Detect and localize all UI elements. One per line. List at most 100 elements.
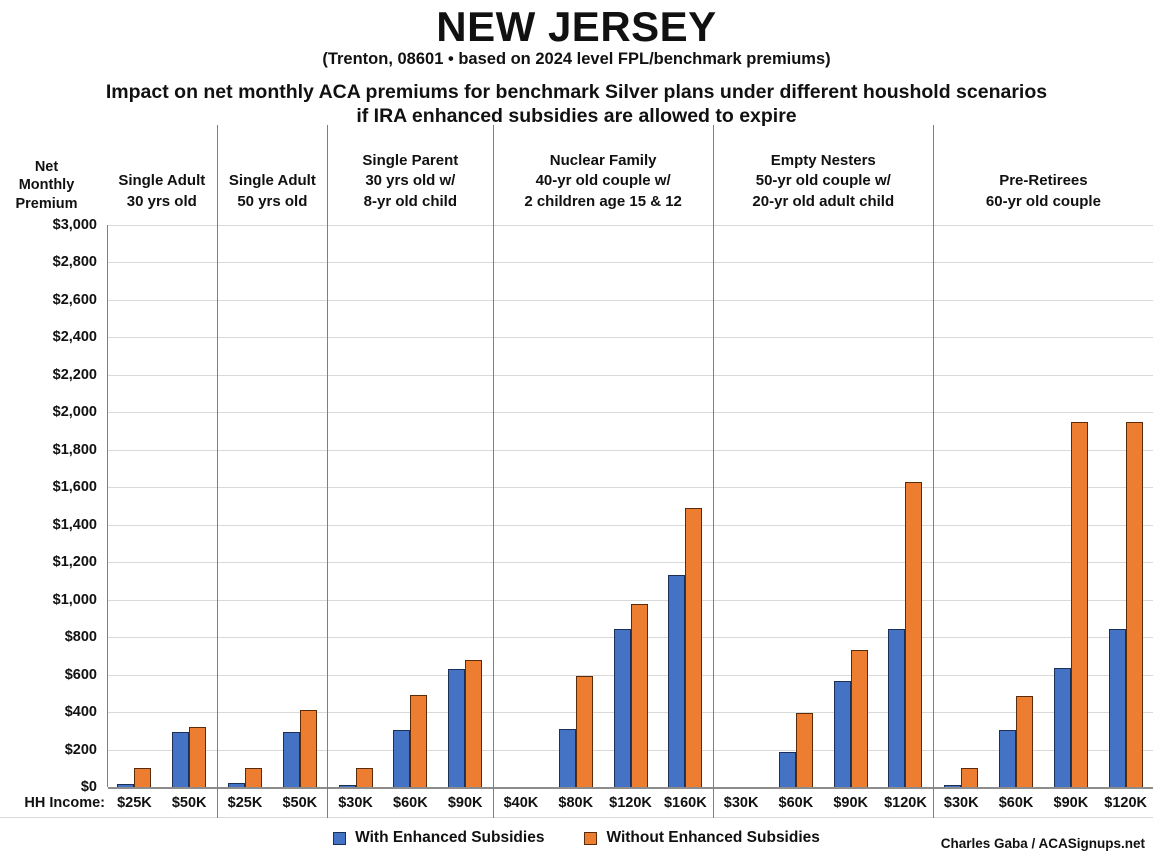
income-label: $90K xyxy=(833,794,869,811)
bar-with-subsidies xyxy=(668,575,686,787)
category xyxy=(383,225,438,787)
chart-headline-line2: if IRA enhanced subsidies are allowed to… xyxy=(356,105,797,127)
group-income-labels: $30K $60K $90K $120K xyxy=(934,787,1153,818)
bar-with-subsidies xyxy=(282,731,300,787)
y-tick-label: $1,000 xyxy=(52,591,97,608)
group-header-line: 60-yr old couple xyxy=(985,192,1101,210)
y-axis-title-line: Premium xyxy=(15,195,78,212)
group-header-line: 8-yr old child xyxy=(363,192,458,210)
group-header-line: Pre-Retirees xyxy=(999,172,1088,189)
income-label: $25K xyxy=(227,794,263,811)
bar-without-subsidies xyxy=(961,768,979,787)
y-axis-title-line: Net xyxy=(34,158,59,175)
group-plot xyxy=(714,225,933,787)
chart-headline: Impact on net monthly ACA premiums for b… xyxy=(0,80,1153,128)
income-label: $80K xyxy=(558,794,594,811)
income-label: $160K xyxy=(663,794,707,811)
group-header: Pre-Retirees 60-yr old couple xyxy=(934,125,1153,225)
y-axis-title-line: Monthly xyxy=(18,177,75,193)
gridline xyxy=(108,337,1153,339)
category xyxy=(603,225,658,787)
group-header-line: Nuclear Family xyxy=(549,151,657,169)
group-header: Single Adult 50 yrs old xyxy=(218,125,328,225)
scenario-group: Pre-Retirees 60-yr old couple $30K $60K $90K… xyxy=(934,125,1153,818)
scenario-group: Nuclear Family 40-yr old couple w/2 child… xyxy=(494,125,714,818)
group-plot xyxy=(107,225,217,787)
y-tick-label: $2,000 xyxy=(52,404,97,421)
gridline xyxy=(108,787,1153,789)
group-plot xyxy=(218,225,328,787)
gridline xyxy=(108,562,1153,564)
gridline xyxy=(108,225,1153,226)
credit-text: Charles Gaba / ACASignups.net xyxy=(940,836,1145,851)
gridline xyxy=(108,412,1153,414)
group-header-line: 2 children age 15 & 12 xyxy=(524,192,682,210)
group-header-line: 50 yrs old xyxy=(237,192,308,210)
legend-item-with-subsidies: With Enhanced Subsidies xyxy=(333,829,544,847)
category xyxy=(989,225,1044,787)
group-plot xyxy=(934,225,1153,787)
legend-label: With Enhanced Subsidies xyxy=(355,829,545,846)
bar-with-subsidies xyxy=(999,729,1017,787)
gridline xyxy=(108,599,1153,601)
scenario-groups: Single Adult 30 yrs old $25K $50K Single Adu… xyxy=(107,125,1153,818)
group-income-labels: $30K $60K $90K $120K xyxy=(714,787,933,818)
group-income-labels: $40K $80K $120K $160K xyxy=(494,787,713,818)
group-header-line: 20-yr old adult child xyxy=(752,192,895,210)
chart-headline-line1: Impact on net monthly ACA premiums for b… xyxy=(105,81,1048,103)
group-header-line: 50-yr old couple w/ xyxy=(755,172,891,189)
bar-with-subsidies xyxy=(1053,668,1071,787)
bar-without-subsidies xyxy=(189,727,207,787)
y-tick-label: $0 xyxy=(80,779,97,795)
income-label: $120K xyxy=(609,794,652,811)
income-label: $30K xyxy=(723,794,759,811)
y-tick-label: $600 xyxy=(64,666,97,683)
bar-without-subsidies xyxy=(575,676,593,787)
bar-with-subsidies xyxy=(833,681,851,787)
bar-without-subsidies xyxy=(905,481,923,787)
bar-with-subsidies xyxy=(448,668,466,787)
group-income-labels: $25K $50K xyxy=(218,787,328,818)
scenario-group: Single Parent 30 yrs old w/8-yr old child… xyxy=(328,125,494,818)
category xyxy=(272,225,327,787)
legend: With Enhanced Subsidies Without Enhanced… xyxy=(0,829,1153,847)
group-header: Nuclear Family 40-yr old couple w/2 child… xyxy=(494,125,713,225)
bar-without-subsidies xyxy=(850,650,868,787)
gridline xyxy=(108,299,1153,301)
bar-with-subsidies xyxy=(393,729,411,787)
y-tick-label: $400 xyxy=(64,704,97,721)
bar-without-subsidies xyxy=(630,604,648,787)
bar-with-subsidies xyxy=(227,783,245,787)
income-label: $90K xyxy=(447,794,483,811)
y-tick-label: $1,200 xyxy=(52,554,97,571)
group-header: Single Parent 30 yrs old w/8-yr old child xyxy=(328,125,492,225)
bar-with-subsidies xyxy=(1108,628,1126,787)
category xyxy=(328,225,383,787)
gridline xyxy=(108,449,1153,451)
bar-with-subsidies xyxy=(172,731,190,787)
x-axis-title: HH Income: xyxy=(24,794,105,811)
group-header-line: Single Adult xyxy=(118,172,206,189)
group-plot xyxy=(328,225,492,787)
y-tick-label: $2,600 xyxy=(52,291,97,308)
income-label: $60K xyxy=(998,794,1034,811)
category xyxy=(823,225,878,787)
category xyxy=(438,225,493,787)
group-income-labels: $25K $50K xyxy=(107,787,217,818)
bar-with-subsidies xyxy=(117,784,135,787)
group-header-line: 30 yrs old xyxy=(126,192,197,210)
bar-with-subsidies xyxy=(888,628,906,787)
gridline xyxy=(108,262,1153,264)
income-label: $50K xyxy=(171,794,207,811)
bar-with-subsidies xyxy=(944,785,962,787)
category xyxy=(218,225,273,787)
income-label: $30K xyxy=(338,794,373,811)
bar-without-subsidies xyxy=(465,659,483,787)
category xyxy=(714,225,769,787)
group-header-line: 30 yrs old w/ xyxy=(365,172,456,189)
scenario-group: Single Adult 50 yrs old $25K $50K xyxy=(218,125,329,818)
group-header: Single Adult 30 yrs old xyxy=(107,125,217,225)
bar-with-subsidies xyxy=(558,728,576,787)
category xyxy=(107,225,162,787)
y-tick-label: $2,400 xyxy=(52,329,97,346)
